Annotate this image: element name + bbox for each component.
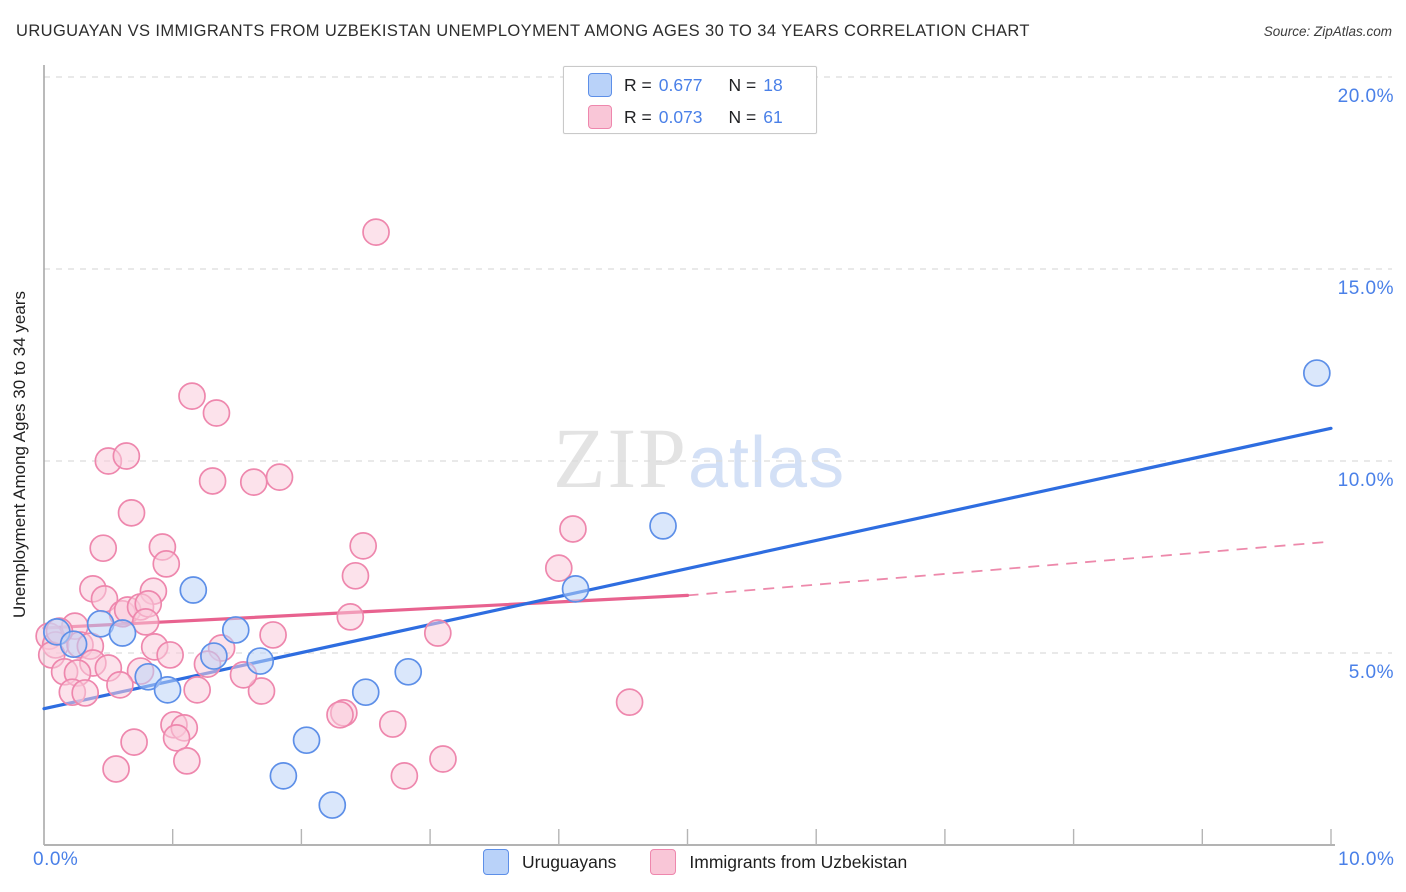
r-value: 0.677 [658,74,703,95]
legend-label: Uruguayans [522,851,617,872]
n-label: N = [728,106,757,127]
n-label: N = [728,74,757,95]
r-value: 0.073 [658,106,703,127]
n-value: 18 [763,74,783,95]
source-label: Source: ZipAtlas.com [1263,24,1392,39]
uruguayans-swatch-icon [588,73,612,97]
legend-label: Immigrants from Uzbekistan [689,851,908,872]
x-tick-0: 0.0% [33,849,79,870]
uzbekistan-swatch-icon [650,849,677,875]
uzbekistan-swatch-icon [588,105,612,129]
legend-item-uzbekistan: Immigrants from Uzbekistan [650,849,907,875]
legend-row-uzbekistan: R = 0.073 N = 61 [588,103,816,131]
watermark-atlas: atlas [688,423,846,503]
bottom-legend: Uruguayans Immigrants from Uzbekistan [483,849,941,875]
correlation-legend: R = 0.677 N = 18 R = 0.073 N = 61 [563,66,817,134]
r-label: R = [624,106,652,127]
y-tick-5: 5.0% [1348,662,1394,683]
page-title: URUGUAYAN VS IMMIGRANTS FROM UZBEKISTAN … [16,22,1030,40]
x-tick-10: 10.0% [1338,849,1395,870]
legend-row-uruguayans: R = 0.677 N = 18 [588,71,816,99]
uruguayans-swatch-icon [483,849,509,875]
y-tick-10: 10.0% [1337,470,1394,491]
y-tick-20: 20.0% [1337,86,1394,107]
zipatlas-watermark: ZIPatlas [553,408,845,508]
y-tick-15: 15.0% [1337,278,1394,299]
watermark-zip: ZIP [553,410,688,506]
r-label: R = [624,74,652,95]
legend-item-uruguayans: Uruguayans [483,849,616,875]
n-value: 61 [763,106,783,127]
